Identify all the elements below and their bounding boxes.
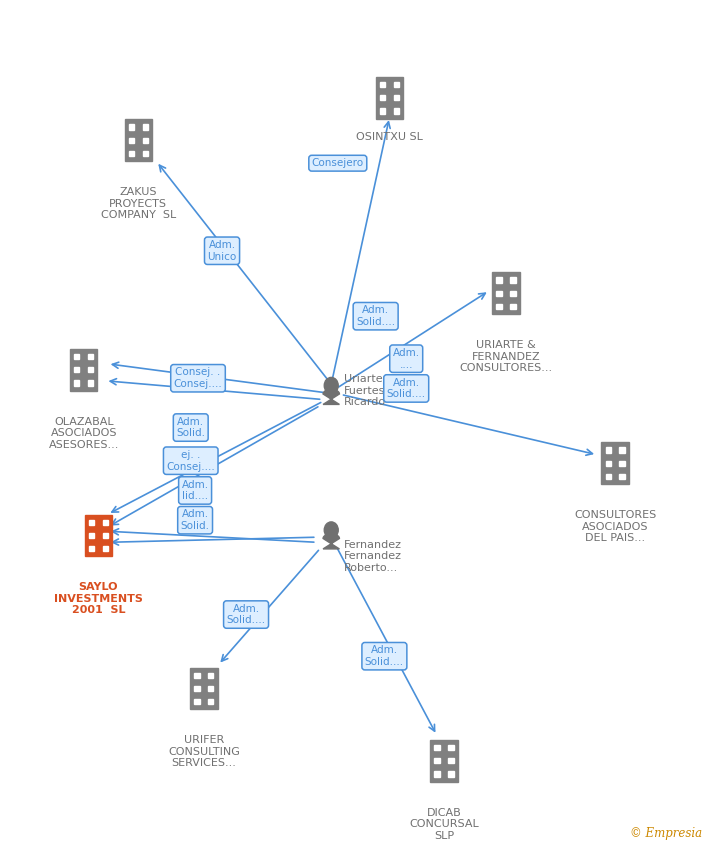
FancyBboxPatch shape xyxy=(496,277,502,283)
FancyBboxPatch shape xyxy=(606,447,611,453)
Text: DICAB
CONCURSAL
SLP: DICAB CONCURSAL SLP xyxy=(409,808,479,841)
Text: URIFER
CONSULTING
SERVICES...: URIFER CONSULTING SERVICES... xyxy=(168,735,240,768)
Text: Adm.
Solid....: Adm. Solid.... xyxy=(387,377,426,399)
FancyBboxPatch shape xyxy=(208,699,213,705)
Circle shape xyxy=(324,377,339,394)
FancyBboxPatch shape xyxy=(89,546,94,552)
FancyBboxPatch shape xyxy=(74,367,79,372)
Text: Fernandez
Fernandez
Roberto...: Fernandez Fernandez Roberto... xyxy=(344,540,403,573)
FancyBboxPatch shape xyxy=(380,82,385,88)
Text: Adm.
Solid.: Adm. Solid. xyxy=(181,509,210,531)
FancyBboxPatch shape xyxy=(143,124,148,130)
FancyBboxPatch shape xyxy=(129,138,134,143)
Text: Adm.
Unico: Adm. Unico xyxy=(207,240,237,262)
Text: Consejero: Consejero xyxy=(312,158,364,168)
FancyBboxPatch shape xyxy=(435,758,440,763)
FancyBboxPatch shape xyxy=(601,443,629,484)
Text: Adm.
Solid....: Adm. Solid.... xyxy=(356,305,395,327)
FancyBboxPatch shape xyxy=(129,124,134,130)
FancyBboxPatch shape xyxy=(448,771,454,777)
FancyBboxPatch shape xyxy=(70,348,98,391)
FancyBboxPatch shape xyxy=(194,686,199,691)
Polygon shape xyxy=(323,534,339,549)
FancyBboxPatch shape xyxy=(510,277,515,283)
FancyBboxPatch shape xyxy=(376,77,403,118)
FancyBboxPatch shape xyxy=(380,95,385,100)
FancyBboxPatch shape xyxy=(394,82,399,88)
FancyBboxPatch shape xyxy=(448,758,454,763)
FancyBboxPatch shape xyxy=(208,672,213,678)
FancyBboxPatch shape xyxy=(510,303,515,309)
FancyBboxPatch shape xyxy=(435,771,440,777)
FancyBboxPatch shape xyxy=(124,120,152,162)
FancyBboxPatch shape xyxy=(496,291,502,296)
FancyBboxPatch shape xyxy=(620,461,625,466)
FancyBboxPatch shape xyxy=(448,745,454,751)
FancyBboxPatch shape xyxy=(88,354,93,360)
FancyBboxPatch shape xyxy=(88,367,93,372)
Text: CONSULTORES
ASOCIADOS
DEL PAIS...: CONSULTORES ASOCIADOS DEL PAIS... xyxy=(574,510,656,543)
FancyBboxPatch shape xyxy=(208,686,213,691)
FancyBboxPatch shape xyxy=(88,380,93,386)
FancyBboxPatch shape xyxy=(103,519,108,525)
Text: URIARTE &
FERNANDEZ
CONSULTORES...: URIARTE & FERNANDEZ CONSULTORES... xyxy=(459,340,553,373)
FancyBboxPatch shape xyxy=(74,380,79,386)
Text: OLAZABAL
ASOCIADOS
ASESORES...: OLAZABAL ASOCIADOS ASESORES... xyxy=(49,416,119,450)
Text: Adm.
Solid....: Adm. Solid.... xyxy=(226,604,266,626)
FancyBboxPatch shape xyxy=(620,447,625,453)
FancyBboxPatch shape xyxy=(143,150,148,156)
Text: Uriarte
Fuertes
Ricardo: Uriarte Fuertes Ricardo xyxy=(344,374,387,407)
FancyBboxPatch shape xyxy=(606,461,611,466)
Polygon shape xyxy=(323,389,339,405)
Text: ZAKUS
PROYECTS
COMPANY  SL: ZAKUS PROYECTS COMPANY SL xyxy=(100,187,176,220)
FancyBboxPatch shape xyxy=(496,303,502,309)
FancyBboxPatch shape xyxy=(620,473,625,479)
FancyBboxPatch shape xyxy=(492,272,520,314)
FancyBboxPatch shape xyxy=(190,668,218,709)
FancyBboxPatch shape xyxy=(606,473,611,479)
FancyBboxPatch shape xyxy=(194,672,199,678)
Text: Adm.
Solid.: Adm. Solid. xyxy=(176,416,205,439)
FancyBboxPatch shape xyxy=(435,745,440,751)
FancyBboxPatch shape xyxy=(103,533,108,538)
FancyBboxPatch shape xyxy=(129,150,134,156)
Text: Adm.
lid....: Adm. lid.... xyxy=(181,479,209,502)
Text: Adm.
....: Adm. .... xyxy=(392,348,420,370)
Text: ej. .
Consej....: ej. . Consej.... xyxy=(167,450,215,472)
FancyBboxPatch shape xyxy=(380,108,385,114)
FancyBboxPatch shape xyxy=(510,291,515,296)
Text: Adm.
Solid....: Adm. Solid.... xyxy=(365,645,404,667)
FancyBboxPatch shape xyxy=(84,515,112,557)
Text: SAYLO
INVESTMENTS
2001  SL: SAYLO INVESTMENTS 2001 SL xyxy=(54,582,143,615)
Text: Consej. .
Consej....: Consej. . Consej.... xyxy=(174,367,222,389)
Circle shape xyxy=(324,522,339,538)
FancyBboxPatch shape xyxy=(394,95,399,100)
FancyBboxPatch shape xyxy=(194,699,199,705)
Text: © Empresia: © Empresia xyxy=(630,827,703,840)
FancyBboxPatch shape xyxy=(143,138,148,143)
FancyBboxPatch shape xyxy=(430,740,458,782)
Text: OSINTXU SL: OSINTXU SL xyxy=(356,132,423,142)
FancyBboxPatch shape xyxy=(103,546,108,552)
FancyBboxPatch shape xyxy=(89,533,94,538)
FancyBboxPatch shape xyxy=(394,108,399,114)
FancyBboxPatch shape xyxy=(74,354,79,360)
FancyBboxPatch shape xyxy=(89,519,94,525)
